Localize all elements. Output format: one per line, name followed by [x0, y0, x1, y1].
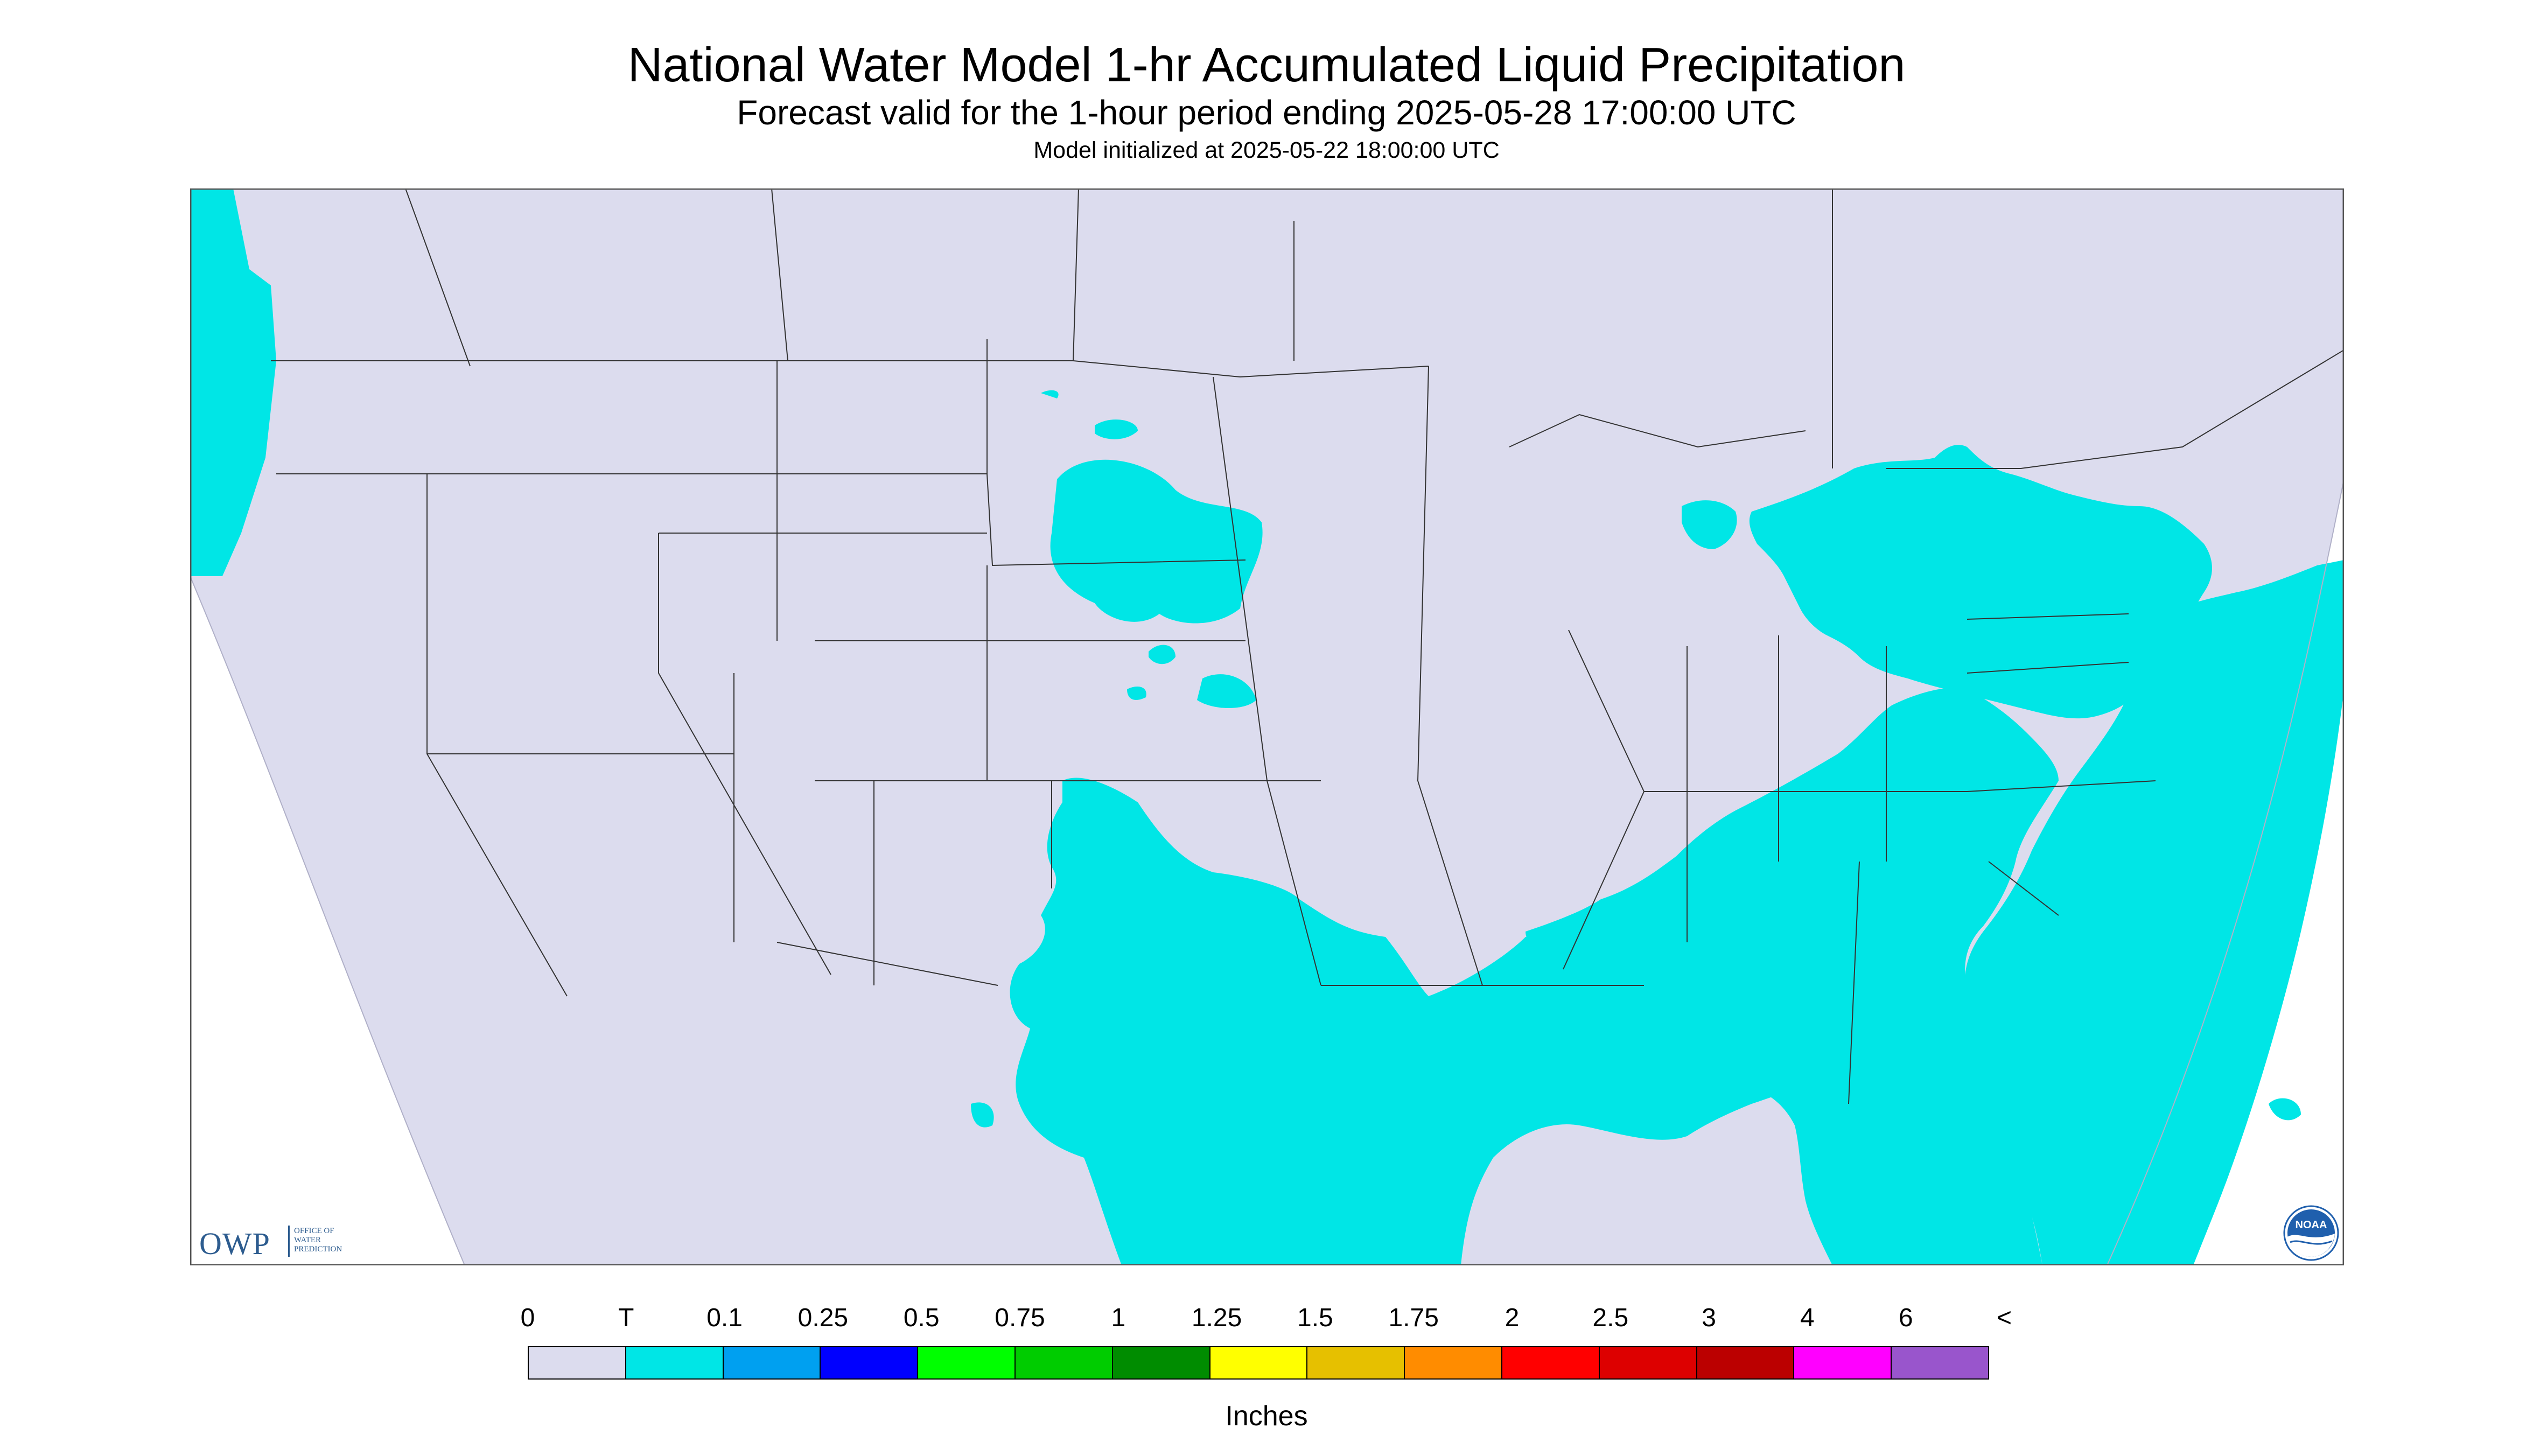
precip-area-north-central — [1041, 390, 1059, 398]
legend-tick-label: 1.75 — [1388, 1304, 1439, 1332]
precip-area-atlantic-spot — [2269, 1098, 2301, 1121]
map-title: National Water Model 1-hr Accumulated Li… — [627, 38, 1906, 92]
map-canvas — [190, 188, 2344, 1265]
map-border — [190, 188, 2344, 1265]
owp-logo-line-3: PREDICTION — [294, 1245, 342, 1254]
legend-swatch — [1306, 1346, 1405, 1380]
legend-tick-label: T — [618, 1304, 634, 1332]
legend-tick-label: 4 — [1800, 1304, 1815, 1332]
precip-area-southeast — [1526, 688, 2059, 1265]
legend-swatch — [1793, 1346, 1892, 1380]
legend-swatch — [722, 1346, 821, 1380]
precip-area-west-texas-small — [971, 1102, 994, 1128]
legend-tick-label: 0.75 — [995, 1304, 1045, 1332]
legend-units: Inches — [1225, 1401, 1308, 1432]
owp-logo-divider — [288, 1226, 290, 1257]
legend-tick-label: 1.5 — [1297, 1304, 1333, 1332]
precip-area-dakotas-small — [1095, 419, 1138, 439]
legend-swatch — [1111, 1346, 1210, 1380]
legend-swatch — [1696, 1346, 1795, 1380]
owp-logo-line-1: OFFICE OF — [294, 1227, 334, 1235]
owp-logo: OWP OFFICE OF WATER PREDICTION — [199, 1222, 377, 1261]
legend-swatch — [820, 1346, 919, 1380]
legend-swatch — [528, 1346, 626, 1380]
legend-swatch — [917, 1346, 1016, 1380]
owp-logo-line-2: WATER — [294, 1236, 321, 1244]
legend-tick-label: 1.25 — [1191, 1304, 1242, 1332]
legend-swatch — [1891, 1346, 1989, 1380]
legend-tick-label: 1 — [1111, 1304, 1126, 1332]
legend-tick-label: 0.25 — [797, 1304, 849, 1332]
legend-tick-label: 0 — [520, 1304, 535, 1332]
precipitation-map — [190, 188, 2344, 1265]
legend-swatch — [625, 1346, 724, 1380]
legend-color-bar — [528, 1346, 1989, 1380]
legend-swatch — [1598, 1346, 1697, 1380]
owp-logo-text: OWP — [199, 1226, 270, 1261]
state-border-lines — [271, 188, 2344, 1104]
legend-swatch — [1209, 1346, 1308, 1380]
map-subtitle: Forecast valid for the 1-hour period end… — [737, 93, 1796, 132]
legend-swatch — [1501, 1346, 1600, 1380]
precip-area-gulf-spot — [1827, 1038, 1850, 1058]
legend-tick-label: 6 — [1898, 1304, 1913, 1332]
precip-area-pacific-nw — [190, 188, 276, 576]
precip-area-kansas-tiny — [1127, 687, 1146, 700]
legend-swatch — [1014, 1346, 1113, 1380]
precip-areas-trace — [190, 188, 2344, 1265]
noaa-logo-text: NOAA — [2296, 1219, 2327, 1231]
legend-tick-label: < — [1996, 1304, 2012, 1332]
domain-outline — [190, 479, 2344, 1265]
model-init-line: Model initialized at 2025-05-22 18:00:00… — [1033, 137, 1500, 163]
precip-area-kansas-small — [1149, 645, 1175, 664]
legend-tick-label: 0.1 — [706, 1304, 743, 1332]
legend-tick-label: 0.5 — [903, 1304, 940, 1332]
legend-tick-label: 2.5 — [1592, 1304, 1629, 1332]
precip-area-great-lakes — [1749, 445, 2212, 719]
legend-tick-label: 3 — [1702, 1304, 1716, 1332]
precip-area-atlantic — [1965, 560, 2344, 1265]
noaa-logo: NOAA — [2283, 1205, 2339, 1261]
legend-tick-label: 2 — [1505, 1304, 1520, 1332]
precip-area-wisconsin — [1682, 500, 1737, 549]
color-legend: 0 T 0.1 0.25 0.5 0.75 1 1.25 1.5 1.75 2 2.5 3 4 6 < Inc… — [0, 1292, 2533, 1454]
precip-area-dakotas — [1050, 459, 1263, 624]
legend-swatch — [1404, 1346, 1502, 1380]
precip-area-nebraska — [1197, 674, 1256, 708]
